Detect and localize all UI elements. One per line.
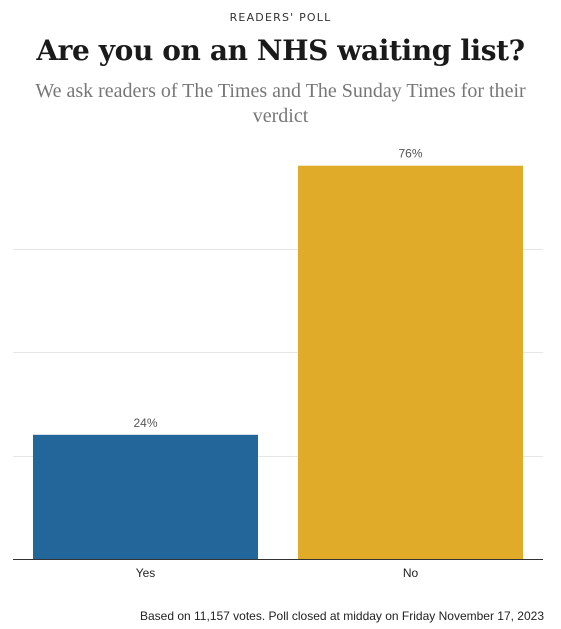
poll-kicker: READERS' POLL [229, 11, 332, 24]
chart-title: Are you on an NHS waiting list? [36, 34, 525, 67]
category-label-no: No [403, 566, 419, 580]
bar-value-label-yes: 24% [133, 416, 157, 430]
bar-no [298, 165, 523, 559]
category-label-yes: Yes [136, 566, 156, 580]
bar-yes [33, 434, 258, 559]
bar-value-label-no: 76% [398, 147, 422, 161]
chart-footnote: Based on 11,157 votes. Poll closed at mi… [139, 609, 544, 623]
chart-subtitle: We ask readers of The Times and The Sund… [35, 80, 526, 127]
